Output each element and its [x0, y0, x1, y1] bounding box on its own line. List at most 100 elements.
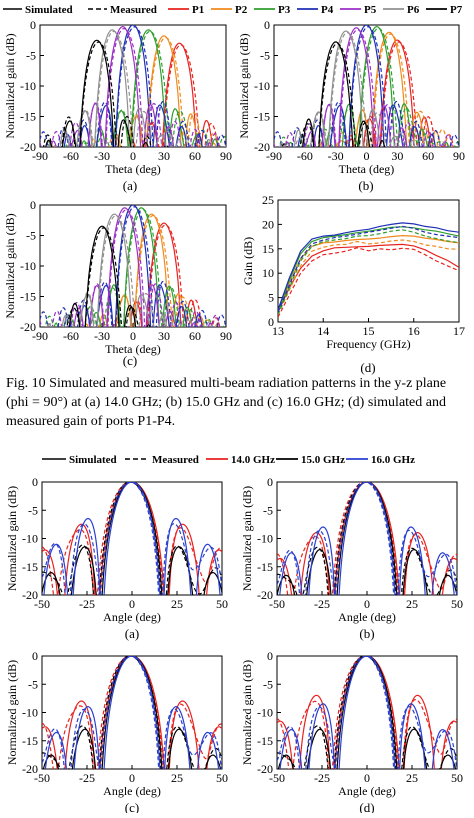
series-f16-measured	[42, 482, 222, 595]
panel-label: (b)	[359, 626, 374, 641]
x-axis-label: Theta (deg)	[105, 342, 161, 356]
y-tick-label: 0	[30, 18, 36, 32]
x-tick-label: 14	[317, 324, 329, 338]
y-tick-label: -20	[257, 588, 273, 602]
x-tick-label: -30	[94, 149, 110, 163]
series-P5-measured	[40, 209, 221, 327]
series-P7-simulated	[302, 41, 386, 147]
plot-area	[277, 656, 457, 769]
y-tick-label: -5	[263, 503, 273, 517]
y-tick-label: 20	[262, 217, 274, 231]
series-P3-simulated	[80, 29, 219, 147]
y-axis-label: Normalized gain (dB)	[3, 213, 17, 318]
x-tick-label: -50	[34, 771, 50, 785]
x-axis-label: Angle (deg)	[103, 610, 161, 624]
x-tick-label: 30	[158, 329, 170, 343]
series-P5-simulated	[73, 207, 213, 327]
series-f14-simulated	[277, 482, 457, 595]
legend-f14-label: 14.0 GHz	[231, 454, 275, 466]
x-tick-label: 0	[364, 771, 370, 785]
y-tick-label: -15	[257, 560, 273, 574]
x-tick-label: -25	[79, 771, 95, 785]
panel-label: (b)	[358, 178, 373, 193]
series-f16-simulated	[43, 482, 221, 595]
y-tick-label: -10	[22, 532, 38, 546]
y-tick-label: -15	[20, 110, 36, 124]
y-tick-label: 25	[262, 193, 274, 207]
x-tick-label: 25	[171, 597, 183, 611]
y-tick-label: -20	[257, 762, 273, 776]
chart-frame	[41, 481, 223, 596]
series-f14-simulated	[42, 656, 222, 769]
x-tick-label: -25	[314, 597, 330, 611]
x-tick-label: 50	[216, 597, 228, 611]
x-tick-label: -50	[34, 597, 50, 611]
y-tick-label: -15	[20, 290, 36, 304]
series-f16-simulated	[279, 482, 455, 595]
legend-P5-label: P5	[364, 4, 377, 16]
x-tick-label: 0	[130, 329, 136, 343]
chart-h: -50 -25 0 25 50 0 -5 -10 -15 -20 Angle (deg) Normal…	[240, 649, 463, 815]
series-f14-measured	[277, 656, 457, 769]
x-axis-label: Angle (deg)	[338, 610, 396, 624]
plot-area	[274, 25, 459, 147]
panel-label: (a)	[125, 626, 139, 641]
series-f15-measured	[277, 482, 457, 595]
bottom-legend: Simulated Measured 14.0 GHz 15.0 GHz 16.0 …	[42, 454, 415, 466]
chart-a: -90 -60 -30 0 30 60 90 0 -5 -10 -15 -20 Theta (deg) N…	[3, 18, 232, 193]
series-P4-simulated	[297, 25, 449, 147]
plot-area	[40, 25, 226, 147]
series-P7-simulated	[68, 225, 151, 327]
series-P4-measured	[278, 225, 459, 313]
chart-d: 13 14 15 16 17 0 5 10 15 20 25 Frequency (GHz) Gain …	[241, 193, 465, 375]
series-P5-simulated	[50, 25, 226, 147]
y-tick-label: -20	[22, 588, 38, 602]
x-tick-label: -60	[297, 149, 313, 163]
series-P7-measured	[66, 227, 139, 327]
series-f14-simulated	[277, 656, 457, 769]
y-tick-label: -5	[263, 677, 273, 691]
y-tick-label: 15	[262, 242, 274, 256]
plot-area	[278, 222, 459, 318]
y-axis-label: Normalized gain (dB)	[3, 33, 17, 138]
x-tick-label: 50	[216, 771, 228, 785]
y-tick-label: -20	[22, 762, 38, 776]
x-tick-label: 0	[130, 149, 136, 163]
series-P4-simulated	[278, 222, 459, 311]
legend-f15-label: 15.0 GHz	[301, 454, 345, 466]
panel-label: (c)	[125, 800, 139, 813]
y-tick-label: -5	[26, 229, 36, 243]
chart-panels: -90 -60 -30 0 30 60 90 0 -5 -10 -15 -20 Theta (deg) N…	[3, 18, 465, 815]
x-tick-label: -60	[63, 329, 79, 343]
y-tick-label: -20	[254, 140, 270, 154]
series-P6-measured	[281, 31, 459, 147]
panel-label: (a)	[123, 178, 137, 193]
legend-P4-label: P4	[321, 4, 334, 16]
x-tick-label: -60	[63, 149, 79, 163]
x-tick-label: 60	[189, 149, 201, 163]
y-tick-label: -20	[20, 140, 36, 154]
series-f16-measured	[42, 656, 222, 769]
panel-label: (d)	[360, 360, 375, 375]
legend2-simulated-label: Simulated	[69, 454, 117, 466]
y-tick-label: -15	[254, 110, 270, 124]
y-axis-label: Normalized gain (dB)	[5, 486, 19, 591]
legend-P7-label: P7	[450, 4, 463, 16]
legend-simulated-label: Simulated	[25, 4, 73, 16]
series-f14-measured	[277, 482, 457, 595]
y-axis-label: Normalized gain (dB)	[5, 660, 19, 765]
legend-f16-label: 16.0 GHz	[371, 454, 415, 466]
y-axis-label: Normalized gain (dB)	[237, 33, 251, 138]
x-tick-label: 13	[272, 324, 284, 338]
legend-P6-label: P6	[407, 4, 420, 16]
x-tick-label: 90	[220, 149, 232, 163]
x-tick-label: 60	[189, 329, 201, 343]
series-P2-simulated	[278, 234, 459, 313]
x-tick-label: 60	[422, 149, 434, 163]
series-f16-measured	[277, 482, 457, 595]
y-tick-label: -5	[260, 49, 270, 63]
series-P3-measured	[278, 229, 459, 315]
x-tick-label: 17	[453, 324, 465, 338]
legend-measured-label: Measured	[110, 4, 157, 16]
